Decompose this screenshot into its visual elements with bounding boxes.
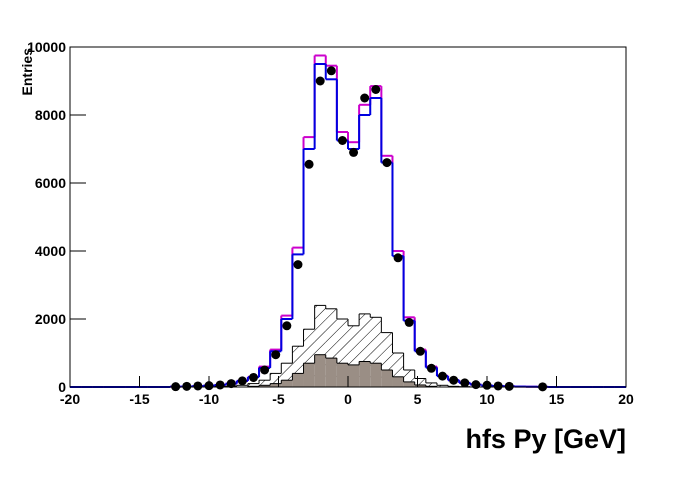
bar [281,380,292,387]
bar [326,358,337,387]
x-tick-label: 15 [549,391,565,407]
x-tick-label: 10 [479,391,495,407]
data-point [182,382,191,391]
bar [359,362,370,388]
y-tick-label: 6000 [35,175,66,191]
x-tick-label: 20 [618,391,634,407]
data-point [416,347,425,356]
x-tick-label: 0 [344,391,352,407]
data-point [360,94,369,103]
bar [304,363,315,387]
data-point [282,321,291,330]
data-point [505,382,514,391]
data-point [316,77,325,86]
bar [370,363,381,387]
data-point [293,260,302,269]
x-tick-label: -10 [199,391,219,407]
bar [404,382,415,387]
x-tick-label: -15 [129,391,149,407]
data-point [405,318,414,327]
data-point [260,366,269,375]
y-tick-label: 0 [58,379,66,395]
data-point [193,381,202,390]
data-point [438,372,447,381]
bar [392,377,403,387]
x-tick-label: 5 [414,391,422,407]
data-point [249,373,258,382]
data-point [494,381,503,390]
y-tick-label: 2000 [35,311,66,327]
data-point [471,380,480,389]
data-point [460,378,469,387]
data-point [338,136,347,145]
y-tick-label: 4000 [35,243,66,259]
data-point [305,160,314,169]
data-point [327,66,336,75]
bar [348,365,359,387]
data-point [271,350,280,359]
x-axis-label: hfs Py [GeV] [465,424,626,454]
y-tick-label: 8000 [35,107,66,123]
y-tick-label: 10000 [27,39,66,55]
data-point [382,158,391,167]
bar [315,355,326,387]
data-point [449,376,458,385]
data-point [216,380,225,389]
data-point [371,85,380,94]
data-point [394,253,403,262]
bar [381,370,392,387]
bar [292,373,303,387]
data-point [427,364,436,373]
data-point [238,376,247,385]
bar [337,363,348,387]
bar [270,384,281,387]
x-tick-label: -5 [272,391,285,407]
data-point [349,148,358,157]
